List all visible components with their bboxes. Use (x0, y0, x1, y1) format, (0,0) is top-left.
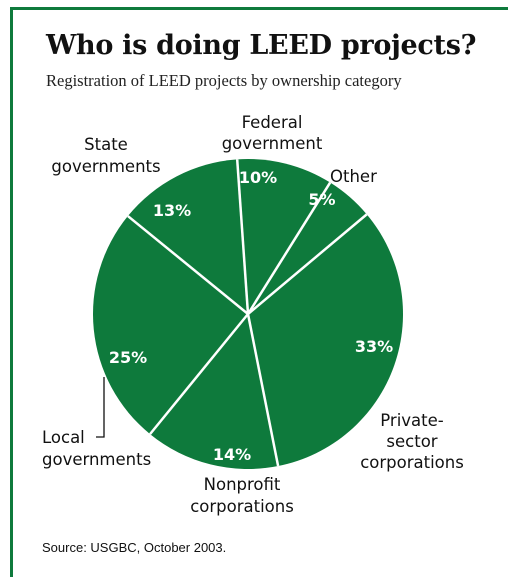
category-label-nonprofit-corporations: Nonprofit corporations (190, 475, 294, 516)
pie-slice-state-governments (127, 159, 248, 314)
value-label-nonprofit-corporations: 14% (213, 445, 251, 464)
category-label-state-governments: State governments (51, 135, 160, 176)
pie-slice-other (248, 182, 367, 314)
pie-value-labels: 5% 33% 14% 25% 13% 10% (109, 168, 393, 464)
value-label-private-sector-corporations: 33% (355, 337, 393, 356)
value-label-state-governments: 13% (153, 201, 191, 220)
slice-divider (247, 213, 368, 315)
chart-title: Who is doing LEED projects? (46, 30, 477, 61)
frame-left-rule (10, 7, 13, 577)
pie-slice-nonprofit-corporations (150, 314, 279, 469)
chart-subtitle: Registration of LEED projects by ownersh… (46, 71, 402, 90)
slice-divider (149, 313, 249, 435)
pie-slice-local-governments (93, 216, 248, 435)
slice-divider (246, 313, 280, 467)
frame-top-rule (10, 7, 508, 10)
category-label-local-governments: Local governments (42, 428, 151, 469)
value-label-federal-government: 10% (239, 168, 277, 187)
source-note: Source: USGBC, October 2003. (42, 540, 227, 555)
category-label-federal-government: Federal government (222, 113, 323, 153)
pie-slices (93, 159, 403, 469)
category-label-other: Other (330, 167, 377, 186)
value-label-local-governments: 25% (109, 348, 147, 367)
pie-slice-federal-government (237, 159, 331, 314)
pie-category-labels: Other Private-sector corporations Nonprofit… (42, 113, 464, 516)
leader-line-local-governments (96, 377, 105, 438)
slice-divider (246, 181, 332, 315)
pie-dividers (127, 159, 368, 467)
slice-divider (127, 215, 249, 315)
value-label-other: 5% (308, 190, 335, 209)
slice-divider (235, 159, 250, 315)
category-label-private-sector-corporations: Private-sector corporations (360, 411, 464, 472)
pie-slice-private-sector-corporations (248, 214, 403, 467)
